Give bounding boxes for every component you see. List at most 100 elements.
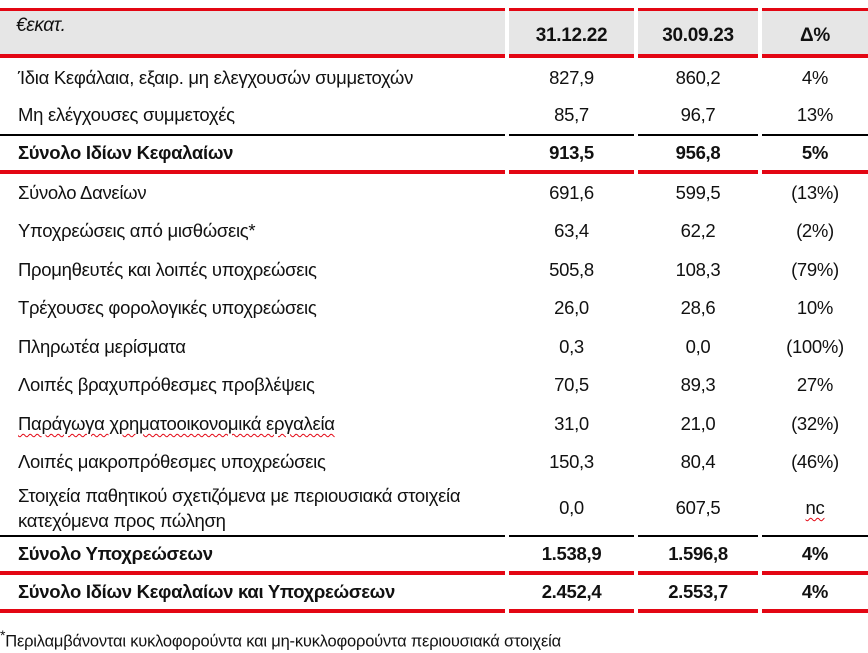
row-label-text: Σύνολο Ιδίων Κεφαλαίων: [18, 141, 234, 163]
value-31-12-22: 31,0: [509, 405, 634, 444]
value-delta: 4%: [762, 537, 868, 575]
balance-sheet-table: €εκατ. 31.12.22 30.09.23 Δ% Ίδια Κεφάλαι…: [0, 8, 868, 613]
value-delta-text: 10%: [796, 297, 834, 319]
row-label: Προμηθευτές και λοιπές υποχρεώσεις: [0, 251, 505, 290]
row-label: Σύνολο Υποχρεώσεων: [0, 537, 505, 575]
value-31-12-22: 691,6: [509, 174, 634, 213]
value-30-09-23-text: 2.553,7: [668, 580, 728, 602]
value-30-09-23: 108,3: [638, 251, 758, 290]
value-31-12-22-text: 505,8: [549, 258, 594, 280]
value-30-09-23: 80,4: [638, 443, 758, 482]
column-header-31-12-22: 31.12.22: [509, 8, 634, 58]
value-31-12-22: 26,0: [509, 289, 634, 328]
row-label-text: Τρέχουσες φορολογικές υποχρεώσεις: [18, 297, 317, 319]
table-row: Σύνολο Δανείων 691,6 599,5 (13%): [0, 174, 868, 213]
row-label-text: Στοιχεία παθητικού σχετιζόμενα με περιου…: [18, 485, 461, 531]
value-30-09-23-text: 96,7: [680, 104, 716, 126]
row-label: Τρέχουσες φορολογικές υποχρεώσεις: [0, 289, 505, 328]
value-delta: (32%): [762, 405, 868, 444]
table-row: Παράγωγα χρηματοοικονομικά εργαλεία 31,0 2…: [0, 405, 868, 444]
row-label: Σύνολο Δανείων: [0, 174, 505, 213]
row-label: Σύνολο Ιδίων Κεφαλαίων και Υποχρεώσεων: [0, 575, 505, 613]
total-row: Σύνολο Ιδίων Κεφαλαίων 913,5 956,8 5%: [0, 136, 868, 174]
value-30-09-23-text: 0,0: [685, 335, 711, 357]
value-delta: 27%: [762, 366, 868, 405]
column-header-30-09-23: 30.09.23: [638, 8, 758, 58]
value-delta-text: (2%): [796, 220, 834, 242]
value-delta: (2%): [762, 212, 868, 251]
table-row: Τρέχουσες φορολογικές υποχρεώσεις 26,0 28,…: [0, 289, 868, 328]
value-31-12-22-text: 1.538,9: [541, 542, 602, 564]
value-delta: 5%: [762, 136, 868, 174]
footnote: *Περιλαμβάνονται κυκλοφορούντα και μη-κυ…: [0, 627, 561, 652]
value-30-09-23-text: 62,2: [680, 220, 716, 242]
value-31-12-22: 827,9: [509, 58, 634, 97]
value-delta-text: (13%): [791, 181, 839, 203]
value-30-09-23-text: 860,2: [675, 66, 721, 88]
value-delta-text: (46%): [791, 451, 839, 473]
value-31-12-22-text: 913,5: [549, 141, 594, 163]
row-label: Λοιπές μακροπρόθεσμες υποχρεώσεις: [0, 443, 505, 482]
row-label-text: Σύνολο Ιδίων Κεφαλαίων και Υποχρεώσεων: [18, 580, 395, 602]
value-30-09-23: 28,6: [638, 289, 758, 328]
table-row: Στοιχεία παθητικού σχετιζόμενα με περιου…: [0, 482, 868, 537]
row-label-text: Υποχρεώσεις από μισθώσεις*: [18, 220, 256, 242]
value-delta-text: 27%: [796, 374, 834, 396]
value-30-09-23: 607,5: [638, 482, 758, 537]
value-31-12-22-text: 2.452,4: [541, 580, 602, 602]
value-30-09-23: 62,2: [638, 212, 758, 251]
value-30-09-23: 1.596,8: [638, 537, 758, 575]
value-delta: 4%: [762, 58, 868, 97]
unit-label: €εκατ.: [0, 8, 505, 58]
value-31-12-22-text: 85,7: [554, 104, 589, 126]
value-delta: (79%): [762, 251, 868, 290]
value-31-12-22: 1.538,9: [509, 537, 634, 575]
row-label-text: Μη ελέγχουσες συμμετοχές: [18, 104, 235, 126]
row-label: Ίδια Κεφάλαια, εξαιρ. μη ελεγχουσών συμμ…: [0, 58, 505, 97]
value-delta: (100%): [762, 328, 868, 367]
value-31-12-22-text: 150,3: [549, 451, 594, 473]
row-label-text: Ίδια Κεφάλαια, εξαιρ. μη ελεγχουσών συμμ…: [18, 66, 414, 88]
value-31-12-22-text: 0,3: [559, 335, 584, 357]
value-30-09-23: 0,0: [638, 328, 758, 367]
row-label: Σύνολο Ιδίων Κεφαλαίων: [0, 136, 505, 174]
value-30-09-23-text: 108,3: [675, 258, 721, 280]
value-delta-text: 5%: [801, 141, 829, 163]
value-31-12-22: 505,8: [509, 251, 634, 290]
value-30-09-23-text: 80,4: [680, 451, 716, 473]
value-30-09-23-text: 89,3: [680, 374, 716, 396]
value-30-09-23: 860,2: [638, 58, 758, 97]
row-label: Μη ελέγχουσες συμμετοχές: [0, 97, 505, 136]
value-31-12-22: 913,5: [509, 136, 634, 174]
table-row: Πληρωτέα μερίσματα 0,3 0,0 (100%): [0, 328, 868, 367]
value-30-09-23: 956,8: [638, 136, 758, 174]
value-delta-text: 4%: [801, 542, 829, 564]
value-31-12-22-text: 63,4: [554, 220, 589, 242]
value-31-12-22-text: 31,0: [554, 412, 589, 434]
value-30-09-23-text: 956,8: [675, 141, 721, 163]
table-header: €εκατ. 31.12.22 30.09.23 Δ%: [0, 8, 868, 58]
value-delta: (46%): [762, 443, 868, 482]
value-30-09-23-text: 28,6: [680, 297, 716, 319]
value-30-09-23-text: 21,0: [680, 412, 716, 434]
value-30-09-23: 2.553,7: [638, 575, 758, 613]
value-31-12-22: 150,3: [509, 443, 634, 482]
value-31-12-22-text: 0,0: [559, 497, 584, 518]
value-31-12-22-text: 70,5: [554, 374, 589, 396]
value-31-12-22: 63,4: [509, 212, 634, 251]
table-row: Μη ελέγχουσες συμμετοχές 85,7 96,7 13%: [0, 97, 868, 136]
value-30-09-23: 599,5: [638, 174, 758, 213]
value-30-09-23: 21,0: [638, 405, 758, 444]
value-31-12-22: 0,0: [509, 482, 634, 537]
total-row: Σύνολο Ιδίων Κεφαλαίων και Υποχρεώσεων 2.…: [0, 575, 868, 613]
footnote-mark: *: [0, 627, 6, 643]
row-label-text: Λοιπές μακροπρόθεσμες υποχρεώσεις: [18, 451, 326, 473]
value-31-12-22: 0,3: [509, 328, 634, 367]
value-31-12-22-text: 827,9: [549, 66, 594, 88]
value-30-09-23-text: 599,5: [675, 181, 721, 203]
value-delta-text: 4%: [801, 66, 829, 88]
row-label-text: Προμηθευτές και λοιπές υποχρεώσεις: [18, 258, 317, 280]
row-label-text: Σύνολο Υποχρεώσεων: [18, 542, 213, 564]
row-label: Λοιπές βραχυπρόθεσμες προβλέψεις: [0, 366, 505, 405]
table-row: Ίδια Κεφάλαια, εξαιρ. μη ελεγχουσών συμμ…: [0, 58, 868, 97]
